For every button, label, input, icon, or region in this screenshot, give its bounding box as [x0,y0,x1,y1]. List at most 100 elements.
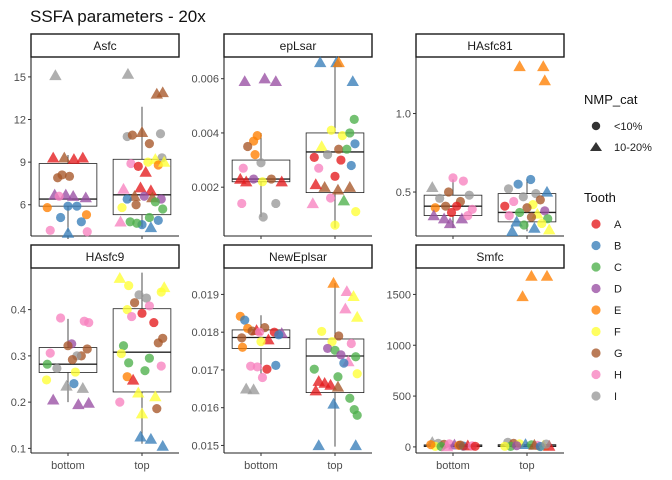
data-point-circle [513,179,523,189]
data-point-circle [327,337,337,347]
data-point-circle [153,215,163,225]
facet-strip [415,244,565,269]
legend-color-label: I [614,391,617,403]
legend-color-marker [591,219,601,229]
data-point-circle [133,161,143,171]
facet-panel-hasfc81: HAsfc81 0.5 1.0 [396,33,565,239]
data-point-circle [56,212,66,223]
data-point-circle [314,163,324,173]
data-point-circle [237,333,247,343]
data-point-circle [122,305,132,315]
facet-strip [223,33,373,58]
data-point-circle [430,203,440,213]
legend-color-marker [591,391,601,401]
facet-strip-label: NewEplsar [269,250,327,264]
data-point-circle [155,129,166,139]
data-point-triangle [443,217,457,229]
data-point-circle [339,358,349,368]
legend-shape-label: <10% [614,121,643,133]
legend-color-key: H [591,370,622,382]
data-point-circle [67,354,78,365]
facet-strip [30,33,180,58]
facet-strip-label: Smfc [476,250,503,264]
data-point-circle [41,375,52,385]
x-tick-label: top [327,460,342,472]
y-tick-label: 6 [20,200,26,212]
data-point-triangle [135,126,149,137]
data-point-triangle [134,430,147,442]
data-point-circle [70,367,80,377]
data-point-circle [127,311,137,322]
data-point-circle [257,372,268,383]
data-point-circle [137,308,147,318]
data-point-circle [56,313,66,323]
data-point-circle [349,114,359,124]
data-point-circle [256,158,266,168]
data-point-triangle [528,221,541,233]
legend-color-title: Tooth [584,190,616,205]
legend-circle-marker [591,121,601,131]
y-tick-label: 0.018 [191,327,219,339]
data-point-circle [503,184,514,194]
data-point-triangle [114,215,127,227]
data-point-circle [519,220,529,230]
data-point-triangle [79,191,92,203]
legend-shape-key: <10% [591,121,643,133]
data-point-triangle [339,302,352,314]
legend-color-marker [591,305,601,315]
y-tick-label: 0.4 [11,305,26,317]
data-point-triangle [135,407,149,419]
data-point-circle [152,404,162,414]
data-point-circle [333,372,343,382]
legend-color-key: G [591,348,623,360]
data-point-circle [144,301,154,311]
data-point-circle [334,144,344,154]
data-point-circle [271,198,281,209]
y-tick-label: 1500 [387,289,411,301]
legend-color-key: C [591,262,622,274]
data-point-circle [345,128,355,138]
data-point-circle [76,217,86,227]
legend-color-label: D [614,284,622,296]
legend-color-label: F [614,327,621,339]
data-point-circle [500,201,510,211]
facet-strip [223,244,373,269]
data-point-triangle [72,398,85,410]
data-point-triangle [543,223,556,235]
legend-color-marker [591,240,601,251]
data-point-circle [150,197,160,207]
data-point-circle [266,174,276,184]
data-point-circle [309,364,319,374]
legend-color-label: H [614,370,622,382]
data-point-circle [118,341,129,351]
data-point-triangle [66,190,80,201]
data-point-circle [426,440,436,450]
data-point-circle [452,201,462,211]
data-point-circle [117,202,127,213]
data-point-triangle [58,151,71,163]
data-point-triangle [139,165,152,177]
y-tick-label: 1.0 [396,109,411,121]
data-point-circle [139,191,149,201]
data-point-circle [500,441,510,451]
data-point-circle [238,163,248,173]
data-point-circle [350,139,360,149]
y-tick-label: 0.017 [191,365,219,377]
data-point-triangle [144,432,158,444]
data-point-circle [309,152,319,162]
y-tick-label: 0.5 [396,187,411,199]
data-point-triangle [426,181,439,192]
data-point-triangle [427,209,440,221]
legend-color-label: B [614,241,621,253]
data-point-triangle [76,151,89,163]
data-point-circle [351,352,361,362]
data-point-triangle [337,194,351,206]
data-point-circle [42,202,52,213]
data-point-triangle [540,269,554,281]
data-point-circle [336,155,346,165]
data-point-triangle [331,183,345,195]
data-point-circle [82,227,92,237]
data-point-triangle [309,178,322,190]
data-point-circle [115,397,125,407]
